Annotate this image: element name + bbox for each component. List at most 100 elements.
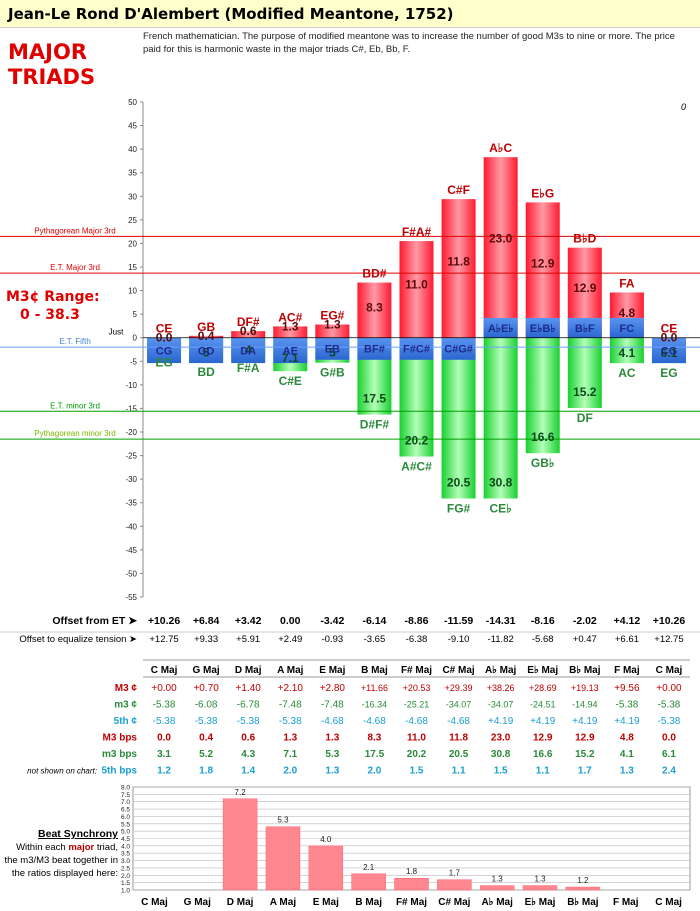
table-cell: +1.40 [236, 683, 262, 694]
table-cell: 2.0 [283, 766, 297, 777]
y-tick-label: -5 [130, 357, 138, 366]
table-cell: 0.0 [157, 733, 171, 744]
major-third-value: 23.0 [489, 231, 513, 245]
table-header: F Maj [614, 665, 640, 676]
minor-third-value: 5 [203, 345, 210, 359]
beat-bar [522, 885, 558, 891]
table-cell: -5.38 [658, 700, 681, 711]
table-cell: -5.38 [279, 716, 302, 727]
beat-bar [479, 885, 515, 891]
offset-value: +5.91 [236, 634, 260, 645]
minor-third-value: 6.1 [661, 346, 678, 360]
major-third-bar [483, 157, 518, 338]
table-cell: -4.68 [363, 716, 386, 727]
et-major-line-label: E.T. Major 3rd [50, 263, 100, 272]
offset-value: +12.75 [149, 634, 178, 645]
offset-value: -0.93 [322, 634, 344, 645]
beat-y-tick-label: 5.5 [121, 821, 130, 828]
page-title: Jean-Le Rond D'Alembert (Modified Meanto… [0, 0, 700, 28]
y-tick-label: -55 [125, 593, 137, 602]
beat-y-tick-label: 7.5 [121, 792, 130, 799]
beat-category-label: E♭ Maj [525, 897, 556, 908]
minor-third-name: CE♭ [489, 501, 511, 515]
minor-third-value: 20.2 [405, 434, 429, 448]
table-cell: -34.07 [446, 700, 472, 710]
table-header: F# Maj [401, 665, 432, 676]
beat-bar-label: 1.3 [534, 875, 546, 884]
table-cell: -4.68 [405, 716, 428, 727]
table-cell: +38.26 [487, 683, 515, 693]
beat-bar [308, 845, 344, 891]
table-cell: -5.38 [153, 700, 176, 711]
offset-value: +12.75 [654, 634, 683, 645]
y-tick-label: -50 [125, 569, 137, 578]
table-cell: -6.78 [237, 700, 260, 711]
table-cell: 0.0 [662, 733, 676, 744]
table-cell: -5.38 [615, 700, 638, 711]
fifth-bar [399, 337, 434, 360]
major-third-name: BD# [362, 267, 386, 281]
table-cell: 6.1 [662, 749, 676, 760]
minor-third-bar [525, 337, 560, 454]
table-row-label: 5th bps [101, 766, 137, 777]
y-tick-label: 5 [133, 310, 138, 319]
offset-value: -11.59 [444, 615, 473, 627]
beat-bar-label: 1.7 [449, 869, 461, 878]
table-cell: 12.9 [533, 733, 553, 744]
major-third-name: A♭C [489, 141, 512, 155]
table-cell: 1.4 [241, 766, 255, 777]
major-third-name: B♭D [573, 232, 596, 246]
y-tick-label: -25 [125, 452, 137, 461]
fifth-name: F#C# [403, 344, 430, 356]
table-cell: 8.3 [367, 733, 381, 744]
minor-third-name: BD [197, 365, 215, 379]
table-cell: 2.0 [367, 766, 381, 777]
major-third-value: 12.9 [573, 281, 597, 295]
table-cell: +0.70 [193, 683, 219, 694]
beat-title: Beat Synchrony [38, 828, 118, 840]
major-third-name: EG# [320, 309, 344, 323]
beat-bar [265, 826, 301, 891]
pythagorean-minor-line-label: Pythagorean minor 3rd [34, 429, 115, 438]
table-header: E♭ Maj [527, 665, 558, 676]
table-cell: 7.1 [283, 749, 297, 760]
major-third-bar [441, 199, 476, 338]
table-cell: 5.2 [199, 749, 213, 760]
minor-third-name: AC [618, 366, 636, 380]
table-header: D Maj [235, 665, 262, 676]
table-cell: +4.19 [530, 716, 556, 727]
table-cell: 1.1 [536, 766, 550, 777]
beat-text-post: triad, the m3/M3 beat together in the ra… [4, 842, 118, 879]
table-cell: -16.34 [362, 700, 388, 710]
beat-y-tick-label: 3.0 [121, 858, 130, 865]
major-third-name: DF# [237, 315, 260, 329]
fifth-bar [567, 317, 602, 338]
beat-category-label: F# Maj [396, 897, 427, 908]
beat-synchrony-chart: 8.07.57.06.56.05.55.04.54.03.53.02.52.01… [121, 785, 691, 908]
fifth-bar [525, 317, 560, 338]
beat-bar-label: 1.8 [406, 867, 418, 876]
major-word: MAJOR [8, 40, 87, 64]
data-table: C Maj G Maj D Maj A Maj E Maj B Maj F# Maj C# M… [27, 659, 690, 777]
beat-bar [351, 873, 386, 891]
table-cell: -14.94 [572, 700, 598, 710]
beat-y-tick-label: 1.5 [121, 880, 130, 887]
fifth-name: GD [198, 345, 215, 357]
table-cell: 1.3 [325, 733, 339, 744]
table-cell: +4.19 [572, 716, 598, 727]
major-third-name: CE [156, 322, 173, 336]
table-cell: -5.38 [658, 716, 681, 727]
beat-category-label: D Maj [227, 897, 254, 908]
table-cell: -6.08 [195, 700, 218, 711]
beat-category-label: C# Maj [438, 897, 470, 908]
fifth-name: C#G# [444, 344, 473, 356]
beat-bar-label: 2.1 [363, 863, 375, 872]
table-cell: +11.66 [361, 683, 388, 693]
major-third-bar [273, 326, 308, 338]
major-third-name: FA [619, 276, 635, 290]
y-tick-label: 25 [128, 216, 137, 225]
table-cell: 12.9 [575, 733, 595, 744]
fifth-bar [315, 337, 350, 360]
beat-y-tick-label: 4.5 [121, 836, 130, 843]
table-cell: 1.3 [325, 766, 339, 777]
